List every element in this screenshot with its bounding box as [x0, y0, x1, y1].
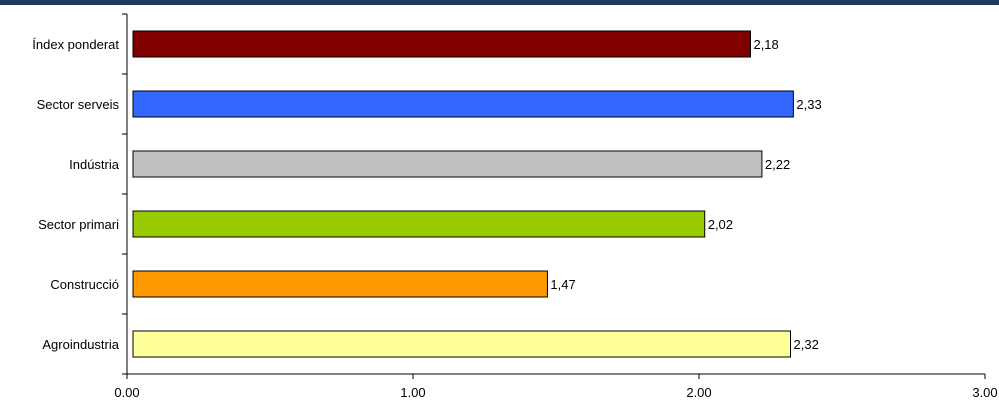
bar: [132, 270, 548, 298]
category-labels: Índex ponderat Sector serveis Indústria Sec…: [32, 37, 119, 352]
category-label: Sector serveis: [37, 97, 120, 112]
x-tick-label: 0.00: [114, 385, 139, 400]
x-tick-label: 3.00: [972, 385, 997, 400]
bar: [132, 210, 706, 238]
category-label: Construcció: [50, 277, 119, 292]
value-label: 2,02: [708, 217, 733, 232]
x-tick-labels: 0.00 1.00 2.00 3.00: [114, 385, 997, 400]
category-label: Índex ponderat: [32, 37, 119, 52]
value-label: 2,18: [753, 37, 778, 52]
value-label: 2,22: [765, 157, 790, 172]
x-tick-label: 2.00: [686, 385, 711, 400]
category-label: Sector primari: [38, 217, 119, 232]
category-label: Indústria: [69, 157, 120, 172]
chart-axes: [122, 13, 986, 379]
category-label: Agroindustria: [42, 337, 119, 352]
value-label: 2,33: [796, 97, 821, 112]
value-label: 2,32: [794, 337, 819, 352]
bar: [132, 150, 763, 178]
x-tick-label: 1.00: [400, 385, 425, 400]
bar: [132, 330, 792, 358]
value-labels: 2,18 2,33 2,22 2,02 1,47 2,32: [550, 37, 821, 352]
chart-bars: [132, 30, 794, 358]
top-border-bar: [0, 0, 999, 5]
bar: [132, 30, 751, 58]
value-label: 1,47: [550, 277, 575, 292]
bar: [132, 90, 794, 118]
